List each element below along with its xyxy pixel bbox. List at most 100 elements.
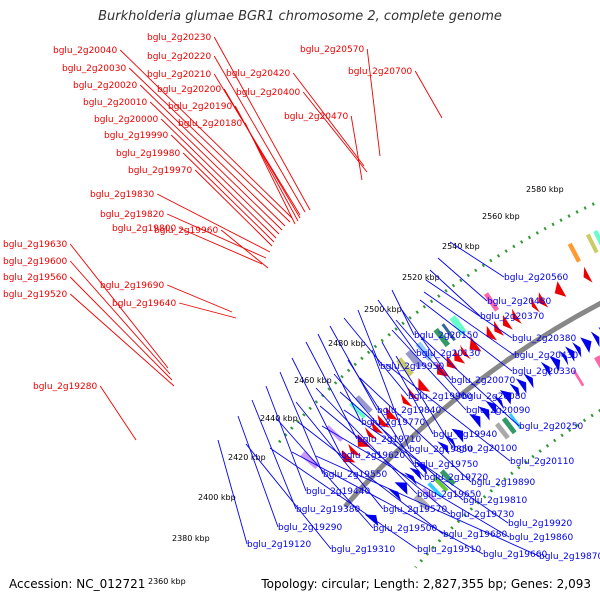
forward-gene-label: bglu_2g20040 [53, 46, 117, 56]
reverse-leader [425, 279, 513, 339]
reverse-leader [395, 355, 454, 449]
reverse-leader [245, 443, 332, 550]
forward-gene-label: bglu_2g19980 [116, 149, 180, 159]
forward-cds [364, 426, 378, 440]
forward-gene-label: bglu_2g20570 [300, 45, 364, 55]
reverse-leader [251, 399, 297, 510]
forward-leader [170, 134, 277, 239]
outer-feature [396, 357, 414, 377]
reverse-gene-label: bglu_2g20110 [510, 457, 574, 467]
map-title: Burkholderia glumae BGR1 chromosome 2, c… [98, 9, 502, 24]
inner-feature [508, 412, 522, 429]
tick-label: 2360 kbp [148, 577, 186, 586]
reverse-gene-label: bglu_2g19720 [424, 473, 488, 483]
reverse-gene-label: bglu_2g19850 [409, 445, 473, 455]
reverse-leader [401, 309, 452, 381]
forward-gene-label: bglu_2g19820 [100, 210, 164, 220]
reverse-gene-label: bglu_2g20100 [453, 444, 517, 454]
reverse-leader [357, 309, 381, 367]
forward-gene-label: bglu_2g20000 [94, 115, 158, 125]
outer-feature [355, 395, 373, 413]
forward-leader [160, 118, 280, 235]
inner-feature [594, 355, 600, 369]
inner-feature [427, 482, 443, 498]
label-leader-lines [69, 36, 540, 557]
feature-tracks [300, 229, 600, 527]
reverse-leader [291, 451, 484, 555]
outer-feature [585, 233, 599, 254]
forward-cds [538, 292, 549, 308]
forward-cds [512, 308, 522, 324]
reverse-leader [343, 317, 409, 397]
forward-gene-label: bglu_2g20230 [147, 33, 211, 43]
reverse-cds [469, 413, 481, 428]
forward-cds [460, 344, 471, 360]
reverse-gene-label: bglu_2g20560 [504, 273, 568, 283]
reverse-leader [359, 377, 472, 483]
reverse-leader [385, 363, 511, 462]
tick-label: 2500 kbp [364, 305, 402, 314]
inner-dots [414, 408, 600, 569]
tick-label: 2480 kbp [328, 339, 366, 348]
reverse-gene-label: bglu_2g19380 [296, 505, 360, 515]
accession-label: Accession: NC_012721 [9, 577, 149, 591]
forward-gene-label: bglu_2g19600 [3, 257, 67, 267]
reverse-cds [572, 342, 582, 358]
reverse-cds [364, 514, 379, 527]
forward-gene-label: bglu_2g20180 [178, 119, 242, 129]
reverse-cds [444, 434, 457, 449]
reverse-leader [279, 371, 324, 475]
reverse-leader [269, 447, 418, 550]
reverse-cds [515, 378, 527, 394]
forward-leader [69, 293, 175, 387]
inner-feature [494, 422, 510, 440]
reverse-leader [377, 299, 417, 354]
reverse-leader [343, 409, 509, 524]
reverse-gene-label: bglu_2g20130 [416, 349, 480, 359]
inner-dotted-ring [414, 408, 600, 569]
reverse-gene-label: bglu_2g19920 [508, 519, 572, 529]
reverse-cds [540, 361, 551, 377]
gene-labels: bglu_2g20230bglu_2g20040bglu_2g20220bglu… [3, 33, 600, 562]
inner-feature [422, 487, 438, 503]
reverse-leader [291, 357, 342, 456]
reverse-gene-label: bglu_2g20370 [480, 312, 544, 322]
reverse-leader [315, 387, 418, 495]
reverse-gene-label: bglu_2g19440 [306, 487, 370, 497]
forward-gene-label: bglu_2g20190 [168, 102, 232, 112]
tick-label: 2520 kbp [402, 273, 440, 282]
forward-leader [213, 55, 306, 213]
reverse-gene-label: bglu_2g19810 [463, 496, 527, 506]
reverse-gene-label: bglu_2g19870 [539, 552, 600, 562]
forward-gene-label: bglu_2g20400 [236, 88, 300, 98]
forward-leader [69, 243, 169, 369]
forward-leader [350, 115, 363, 181]
reverse-cds [493, 395, 505, 410]
inner-feature [433, 476, 449, 493]
reverse-gene-label: bglu_2g20250 [519, 422, 583, 432]
outer-feature [300, 451, 320, 470]
forward-cds [493, 320, 505, 336]
forward-gene-label: bglu_2g19280 [33, 382, 97, 392]
summary-label: Topology: circular; Length: 2,827,355 bp… [258, 577, 591, 591]
outer-feature [441, 323, 456, 342]
reverse-leader [339, 391, 464, 501]
reverse-cds [485, 400, 497, 416]
reverse-leader [317, 333, 362, 423]
tick-label: 2400 kbp [198, 493, 236, 502]
forward-leader [179, 227, 263, 265]
forward-leader [244, 122, 296, 225]
forward-cds [486, 325, 498, 341]
tick-label: 2540 kbp [442, 242, 480, 251]
outer-feature [449, 315, 467, 336]
forward-leader [69, 276, 173, 381]
reverse-leader [237, 415, 279, 528]
forward-gene-label: bglu_2g19990 [104, 131, 168, 141]
reverse-gene-label: bglu_2g19500 [373, 524, 437, 534]
reverse-gene-label: bglu_2g19680 [443, 530, 507, 540]
reverse-leader [391, 329, 467, 411]
forward-leader [167, 284, 233, 313]
forward-leader [167, 213, 267, 259]
reverse-gene-label: bglu_2g19660 [483, 550, 547, 560]
